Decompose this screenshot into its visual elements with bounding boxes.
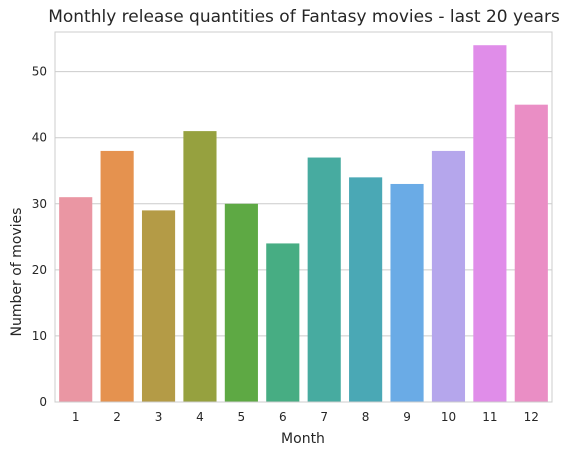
x-tick-label: 11 xyxy=(482,410,497,424)
x-axis-label: Month xyxy=(281,431,325,447)
bar-month-8 xyxy=(349,177,383,402)
x-tick-label: 10 xyxy=(441,410,456,424)
x-tick-label: 2 xyxy=(113,410,121,424)
bar-month-9 xyxy=(390,183,424,402)
x-tick-label: 1 xyxy=(72,410,80,424)
x-tick-label: 6 xyxy=(279,410,287,424)
x-tick-label: 5 xyxy=(238,410,246,424)
bar-month-1 xyxy=(59,197,93,402)
bar-month-2 xyxy=(100,150,134,402)
bar-month-12 xyxy=(514,104,548,402)
bar-month-7 xyxy=(307,157,341,402)
y-tick-label: 30 xyxy=(32,197,47,211)
plot-frame xyxy=(54,31,553,403)
y-axis-label: Number of movies xyxy=(9,208,25,337)
x-tick-label: 12 xyxy=(524,410,539,424)
bar-month-10 xyxy=(431,150,466,402)
y-tick-label: 50 xyxy=(32,65,47,79)
bar-month-11 xyxy=(473,45,507,402)
x-tick-label: 7 xyxy=(320,410,328,424)
bar-layer xyxy=(59,45,548,402)
bar-month-3 xyxy=(141,210,176,402)
x-tick-label: 8 xyxy=(362,410,370,424)
x-tick-label: 4 xyxy=(196,410,204,424)
y-tick-label: 40 xyxy=(32,131,47,145)
x-tick-labels: 1 2 3 4 5 6 7 8 9 10 11 12 xyxy=(72,410,539,424)
bar-month-5 xyxy=(224,203,258,402)
x-tick-label: 9 xyxy=(403,410,411,424)
y-tick-label: 20 xyxy=(32,263,47,277)
y-tick-label: 10 xyxy=(32,329,47,343)
bar-month-6 xyxy=(266,243,300,402)
y-tick-label: 0 xyxy=(39,395,47,409)
x-tick-label: 3 xyxy=(155,410,163,424)
bar-month-4 xyxy=(183,131,217,402)
y-tick-labels: 0 10 20 30 40 50 xyxy=(32,65,47,409)
chart-title: Monthly release quantities of Fantasy mo… xyxy=(48,7,560,27)
